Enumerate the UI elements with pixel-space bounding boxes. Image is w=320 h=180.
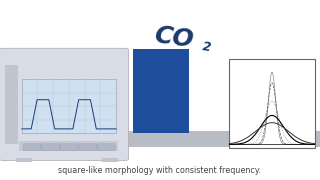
Polygon shape [0, 130, 320, 147]
Bar [133, 49, 189, 133]
FancyBboxPatch shape [60, 144, 78, 150]
Bar [229, 59, 315, 148]
FancyBboxPatch shape [0, 48, 129, 161]
FancyBboxPatch shape [97, 144, 115, 150]
Text: square-like morphology with consistent frequency.: square-like morphology with consistent f… [59, 166, 261, 175]
Bar [19, 141, 118, 151]
FancyBboxPatch shape [42, 144, 60, 150]
Bar [16, 158, 32, 162]
Text: CO: CO [152, 23, 195, 52]
Text: 2: 2 [202, 40, 212, 54]
Bar [5, 65, 18, 144]
Bar [102, 158, 118, 162]
FancyBboxPatch shape [79, 144, 97, 150]
Bar [22, 79, 116, 133]
FancyBboxPatch shape [23, 144, 41, 150]
